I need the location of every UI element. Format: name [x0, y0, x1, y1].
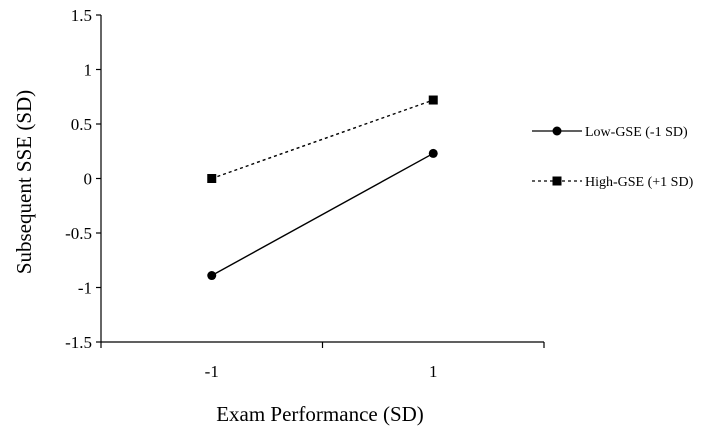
legend-item: High-GSE (+1 SD) — [532, 175, 694, 190]
data-point — [207, 174, 217, 183]
y-tick-label: 0 — [84, 170, 93, 189]
y-tick-label: 0.5 — [71, 115, 92, 134]
axes — [100, 15, 544, 343]
x-tick-label: 1 — [429, 362, 438, 381]
x-axis-title: Exam Performance (SD) — [216, 402, 424, 426]
y-tick-label: -0.5 — [65, 224, 92, 243]
y-tick-label: 1.5 — [71, 6, 92, 25]
data-point — [428, 148, 438, 158]
legend-swatch-marker — [552, 176, 562, 186]
y-axis-ticks: 1.5 1 0.5 0 -0.5 -1 -1.5 — [65, 6, 101, 352]
series-layer — [207, 95, 438, 281]
data-point — [428, 95, 438, 105]
legend-label: High-GSE (+1 SD) — [585, 175, 694, 190]
series-line — [211, 99, 434, 180]
y-tick-label: -1 — [78, 279, 92, 298]
y-tick-label: 1 — [84, 61, 93, 80]
legend-label: Low-GSE (-1 SD) — [585, 125, 688, 140]
legend: Low-GSE (-1 SD) High-GSE (+1 SD) — [532, 125, 694, 190]
series-0 — [207, 148, 438, 281]
series-1 — [207, 95, 438, 183]
legend-item: Low-GSE (-1 SD) — [532, 125, 688, 140]
x-tick-label: -1 — [205, 362, 219, 381]
data-point — [207, 271, 217, 281]
legend-swatch-marker — [552, 126, 562, 136]
series-line — [211, 152, 434, 277]
x-axis-ticks: -1 1 — [100, 342, 545, 381]
y-tick-label: -1.5 — [65, 333, 92, 352]
y-axis-title: Subsequent SSE (SD) — [12, 90, 36, 274]
